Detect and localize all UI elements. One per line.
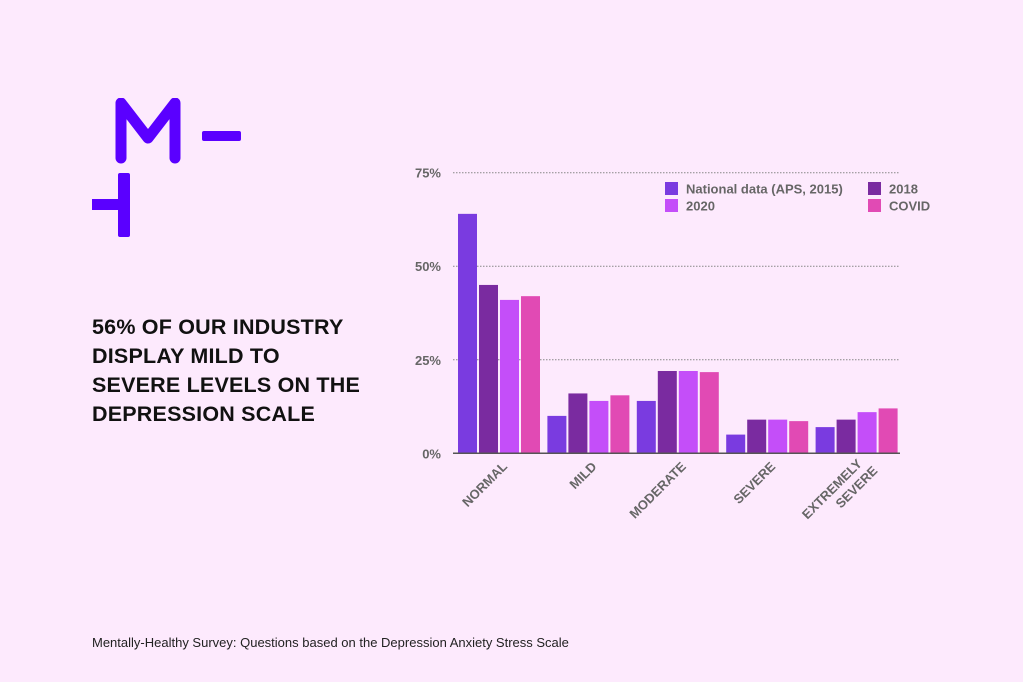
- legend-label: 2020: [686, 199, 715, 214]
- legend-swatch: [665, 182, 678, 195]
- x-tick-label: MILD: [566, 459, 599, 492]
- bar-4-0: [815, 427, 835, 454]
- bar-0-0: [458, 213, 477, 454]
- y-tick-label: 25%: [415, 353, 441, 368]
- bar-0-1: [479, 284, 498, 454]
- bar-0-3: [521, 296, 540, 454]
- bar-1-2: [589, 400, 609, 454]
- footnote: Mentally-Healthy Survey: Questions based…: [92, 635, 569, 650]
- bar-2-0: [636, 400, 656, 454]
- bar-1-0: [547, 415, 567, 454]
- y-tick-label: 50%: [415, 259, 441, 274]
- x-tick-label: NORMAL: [459, 459, 510, 510]
- bar-3-0: [726, 434, 746, 454]
- legend-label: 2018: [889, 182, 918, 197]
- bar-3-2: [768, 419, 788, 454]
- x-tick-label: MODERATE: [626, 459, 689, 522]
- bar-2-1: [657, 370, 677, 454]
- bar-1-3: [610, 395, 630, 454]
- legend-swatch: [665, 199, 678, 212]
- legend-label: COVID: [889, 199, 930, 214]
- y-tick-label: 75%: [415, 166, 441, 181]
- y-tick-label: 0%: [422, 446, 441, 461]
- legend-swatch: [868, 182, 881, 195]
- headline: 56% OF OUR INDUSTRY DISPLAY MILD TO SEVE…: [92, 315, 361, 426]
- bar-1-1: [568, 393, 588, 454]
- x-tick-label: EXTREMELYSEVERE: [799, 452, 881, 534]
- bar-2-3: [699, 372, 719, 454]
- bar-2-2: [678, 370, 698, 454]
- x-tick-label: SEVERE: [730, 459, 778, 507]
- bar-3-1: [747, 419, 767, 454]
- bar-3-3: [789, 421, 809, 454]
- bar-0-2: [500, 299, 519, 454]
- legend-label: National data (APS, 2015): [686, 182, 843, 197]
- bar-4-1: [836, 419, 856, 454]
- legend-swatch: [868, 199, 881, 212]
- bar-4-3: [878, 408, 898, 454]
- bar-4-2: [857, 412, 877, 454]
- mentally-healthy-logo: [92, 98, 241, 237]
